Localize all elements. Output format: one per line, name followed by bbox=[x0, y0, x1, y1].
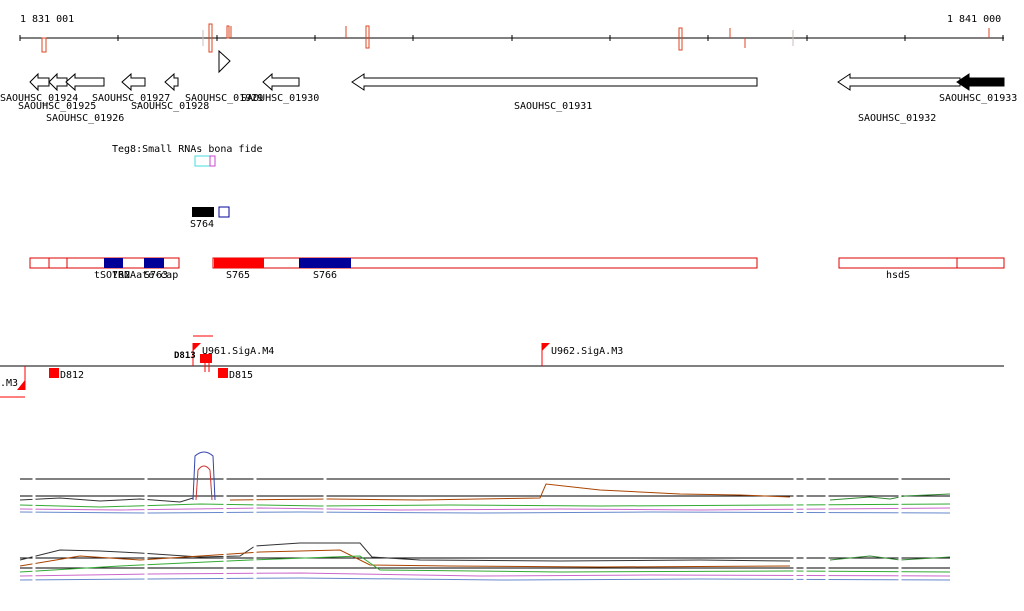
coverage-line bbox=[19, 555, 951, 573]
site-flag-left[interactable] bbox=[17, 380, 25, 390]
track-title-small-rnas: Teg8:Small RNAs bona fide bbox=[112, 144, 263, 155]
gene-label: SAOUHSC_01928 bbox=[131, 101, 210, 112]
transcript-label: hsdS bbox=[886, 270, 911, 281]
site-flag-u962[interactable] bbox=[542, 343, 550, 351]
site-label: U962.SigA.M3 bbox=[551, 346, 624, 357]
gene-track[interactable] bbox=[29, 72, 1005, 92]
gene-arrow-01928[interactable] bbox=[164, 72, 179, 92]
coverage-line bbox=[19, 572, 951, 577]
coverage-line bbox=[19, 577, 951, 581]
transcript-label: S765 bbox=[226, 270, 251, 281]
strand-arrow-icon bbox=[218, 49, 231, 74]
segment-s764[interactable] bbox=[192, 207, 214, 217]
transcript-hsds[interactable] bbox=[838, 257, 1005, 269]
coordinate-ruler bbox=[19, 23, 1004, 74]
ruler-ticks bbox=[19, 35, 1004, 41]
ruler-end-label: 1 841 000 bbox=[947, 14, 1002, 25]
segment-empty[interactable] bbox=[218, 206, 230, 218]
site-label: .M3 bbox=[0, 378, 19, 389]
transcript-tso762[interactable] bbox=[104, 258, 123, 268]
gene-arrow-01931[interactable] bbox=[351, 73, 758, 91]
transcript-s766[interactable] bbox=[299, 258, 351, 268]
coverage-line bbox=[19, 503, 951, 508]
gene-label: SAOUHSC_01932 bbox=[858, 113, 937, 124]
gene-label: SAOUHSC_01929 bbox=[185, 93, 264, 104]
site-label: D812 bbox=[60, 370, 85, 381]
small-rna-feature[interactable] bbox=[209, 155, 216, 167]
gene-arrow-01924[interactable] bbox=[29, 72, 50, 92]
site-d812[interactable] bbox=[49, 368, 59, 378]
transcript-label: S763 bbox=[144, 270, 169, 281]
site-cluster[interactable] bbox=[200, 354, 212, 363]
site-flag-u961[interactable] bbox=[193, 343, 201, 351]
gene-arrow-01930[interactable] bbox=[262, 72, 300, 92]
coverage-line bbox=[829, 555, 951, 561]
site-d815[interactable] bbox=[218, 368, 228, 378]
coverage-line bbox=[19, 497, 194, 503]
gene-arrow-01926[interactable] bbox=[65, 72, 105, 92]
coverage-line bbox=[195, 465, 213, 501]
gene-label: SAOUHSC_01924 bbox=[0, 93, 79, 104]
coverage-line bbox=[19, 511, 951, 514]
transcript-s763[interactable] bbox=[144, 258, 164, 268]
transcript-label: tRNAate-cap bbox=[112, 270, 179, 281]
site-label: U961.SigA.M4 bbox=[202, 346, 275, 357]
ruler-feature-marks bbox=[41, 23, 990, 53]
small-rna-track[interactable] bbox=[194, 155, 216, 167]
transcript-track[interactable] bbox=[29, 257, 1005, 269]
gene-label: SAOUHSC_01930 bbox=[241, 93, 320, 104]
gene-arrow-01933[interactable] bbox=[956, 73, 1005, 91]
small-rna-feature[interactable] bbox=[194, 155, 211, 167]
segment-track[interactable] bbox=[192, 206, 230, 218]
site-label: D815 bbox=[229, 370, 254, 381]
ruler-start-label: 1 831 001 bbox=[20, 14, 75, 25]
coverage-line bbox=[19, 549, 791, 568]
coverage-gaps bbox=[32, 540, 902, 590]
gene-label: SAOUHSC_01925 bbox=[18, 101, 97, 112]
gene-arrow-01927[interactable] bbox=[121, 72, 146, 92]
gene-label: SAOUHSC_01933 bbox=[939, 93, 1018, 104]
transcript-label: S766 bbox=[313, 270, 338, 281]
coverage-line bbox=[229, 483, 791, 501]
gene-label: SAOUHSC_01931 bbox=[514, 101, 593, 112]
transcript-label: tSO762 bbox=[94, 270, 131, 281]
site-label: D813 bbox=[174, 351, 196, 361]
expression-track-1 bbox=[19, 451, 951, 520]
coverage-gaps bbox=[32, 470, 902, 520]
coverage-line bbox=[19, 507, 951, 511]
gene-label: SAOUHSC_01927 bbox=[92, 93, 171, 104]
expression-track-2 bbox=[19, 540, 951, 590]
transcript-block-main[interactable] bbox=[212, 257, 758, 269]
segment-label: S764 bbox=[190, 219, 215, 230]
transcript-s765[interactable] bbox=[214, 258, 264, 268]
gene-arrow-01925[interactable] bbox=[48, 72, 68, 92]
coverage-line bbox=[192, 451, 216, 501]
gene-label: SAOUHSC_01926 bbox=[46, 113, 125, 124]
coverage-line bbox=[829, 493, 951, 501]
coverage-line bbox=[19, 542, 791, 562]
binding-site-track[interactable] bbox=[0, 335, 1004, 398]
gene-arrow-01932[interactable] bbox=[837, 73, 961, 91]
